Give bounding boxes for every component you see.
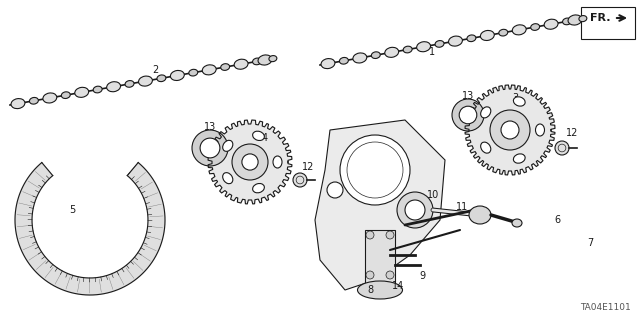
Text: FR.: FR. bbox=[590, 13, 611, 23]
Text: 10: 10 bbox=[427, 190, 439, 200]
Ellipse shape bbox=[544, 19, 558, 29]
Ellipse shape bbox=[11, 99, 25, 108]
Ellipse shape bbox=[568, 15, 582, 25]
Ellipse shape bbox=[253, 131, 264, 140]
Circle shape bbox=[386, 271, 394, 279]
Ellipse shape bbox=[223, 173, 233, 184]
Polygon shape bbox=[208, 120, 292, 204]
Polygon shape bbox=[315, 120, 445, 290]
Text: 1: 1 bbox=[429, 47, 435, 57]
Ellipse shape bbox=[469, 206, 491, 224]
Ellipse shape bbox=[157, 75, 166, 82]
Circle shape bbox=[366, 231, 374, 239]
Ellipse shape bbox=[417, 42, 431, 52]
Circle shape bbox=[340, 135, 410, 205]
Ellipse shape bbox=[512, 219, 522, 227]
Ellipse shape bbox=[563, 18, 572, 25]
Ellipse shape bbox=[138, 76, 152, 86]
Circle shape bbox=[452, 99, 484, 131]
Circle shape bbox=[366, 271, 374, 279]
Circle shape bbox=[490, 110, 530, 150]
Ellipse shape bbox=[43, 93, 57, 103]
Ellipse shape bbox=[269, 56, 277, 62]
Circle shape bbox=[242, 154, 258, 170]
Ellipse shape bbox=[467, 35, 476, 41]
Ellipse shape bbox=[273, 156, 282, 168]
Ellipse shape bbox=[189, 69, 198, 76]
Circle shape bbox=[460, 106, 477, 124]
Circle shape bbox=[293, 173, 307, 187]
Circle shape bbox=[192, 130, 228, 166]
Circle shape bbox=[405, 200, 425, 220]
Text: 5: 5 bbox=[69, 205, 75, 215]
Polygon shape bbox=[15, 163, 165, 295]
Ellipse shape bbox=[499, 29, 508, 36]
Ellipse shape bbox=[435, 41, 444, 47]
Ellipse shape bbox=[481, 107, 491, 118]
Ellipse shape bbox=[358, 281, 403, 299]
Ellipse shape bbox=[385, 47, 399, 57]
Text: 2: 2 bbox=[152, 65, 158, 75]
Ellipse shape bbox=[253, 58, 262, 65]
Ellipse shape bbox=[371, 52, 380, 58]
Ellipse shape bbox=[513, 97, 525, 106]
Text: 4: 4 bbox=[262, 133, 268, 143]
Text: 3: 3 bbox=[512, 93, 518, 103]
Ellipse shape bbox=[221, 64, 230, 70]
Ellipse shape bbox=[258, 55, 272, 65]
Circle shape bbox=[555, 141, 569, 155]
Ellipse shape bbox=[513, 154, 525, 163]
Ellipse shape bbox=[202, 65, 216, 75]
Ellipse shape bbox=[579, 16, 587, 22]
Ellipse shape bbox=[449, 36, 463, 46]
Text: 13: 13 bbox=[204, 122, 216, 132]
Ellipse shape bbox=[107, 82, 120, 92]
Ellipse shape bbox=[61, 92, 70, 99]
Ellipse shape bbox=[321, 59, 335, 69]
Ellipse shape bbox=[531, 24, 540, 30]
Ellipse shape bbox=[481, 30, 494, 41]
Ellipse shape bbox=[353, 53, 367, 63]
Ellipse shape bbox=[223, 140, 233, 151]
Circle shape bbox=[501, 121, 519, 139]
Text: 9: 9 bbox=[419, 271, 425, 281]
Ellipse shape bbox=[403, 46, 412, 53]
Text: 14: 14 bbox=[392, 281, 404, 291]
Text: 6: 6 bbox=[554, 215, 560, 225]
Ellipse shape bbox=[481, 142, 491, 153]
Ellipse shape bbox=[93, 86, 102, 93]
Ellipse shape bbox=[253, 183, 264, 193]
Circle shape bbox=[327, 182, 343, 198]
Circle shape bbox=[200, 138, 220, 158]
Text: 13: 13 bbox=[462, 91, 474, 101]
Text: 8: 8 bbox=[367, 285, 373, 295]
Text: TA04E1101: TA04E1101 bbox=[580, 303, 631, 313]
Ellipse shape bbox=[536, 124, 545, 136]
Text: 7: 7 bbox=[587, 238, 593, 248]
Ellipse shape bbox=[339, 57, 348, 64]
Text: 11: 11 bbox=[456, 202, 468, 212]
Ellipse shape bbox=[125, 81, 134, 87]
Polygon shape bbox=[465, 85, 555, 175]
Ellipse shape bbox=[234, 59, 248, 69]
Circle shape bbox=[397, 192, 433, 228]
Ellipse shape bbox=[512, 25, 526, 35]
Ellipse shape bbox=[29, 97, 38, 104]
Text: 12: 12 bbox=[302, 162, 314, 172]
Bar bbox=[365, 230, 395, 285]
Circle shape bbox=[232, 144, 268, 180]
Ellipse shape bbox=[170, 70, 184, 80]
Text: 12: 12 bbox=[566, 128, 578, 138]
Circle shape bbox=[386, 231, 394, 239]
FancyBboxPatch shape bbox=[581, 7, 635, 39]
Ellipse shape bbox=[75, 87, 89, 97]
